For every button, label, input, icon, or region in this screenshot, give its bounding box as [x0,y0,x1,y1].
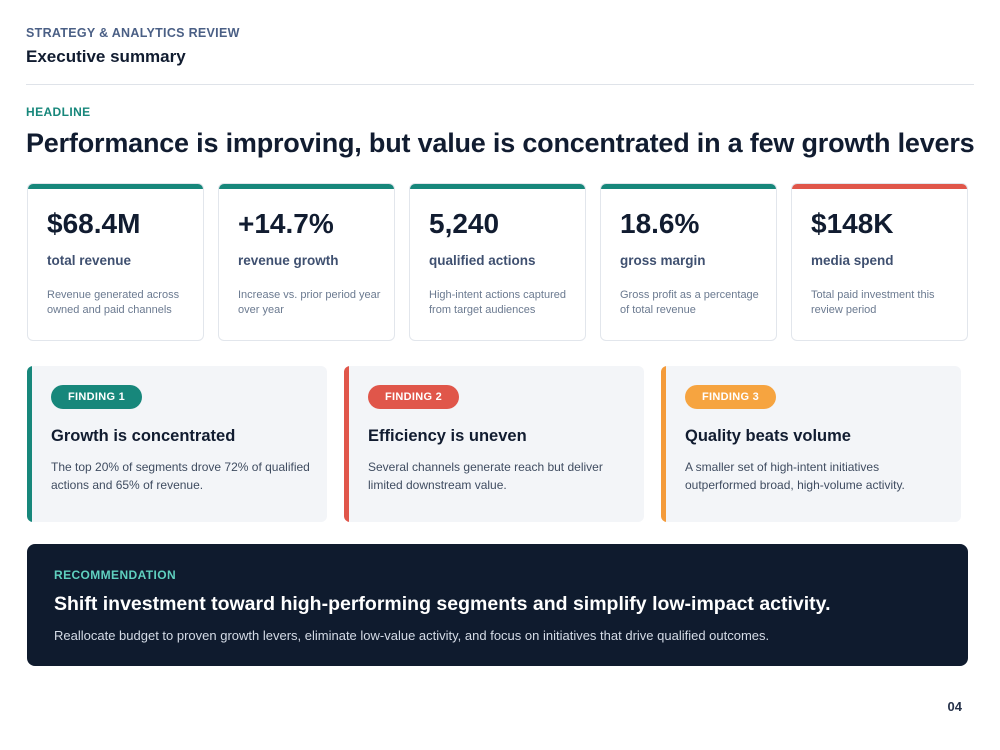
finding-card-1: FINDING 1 Growth is concentrated The top… [27,366,327,522]
findings-row: FINDING 1 Growth is concentrated The top… [27,366,970,522]
report-eyebrow: STRATEGY & ANALYTICS REVIEW [26,26,240,40]
finding-body: A smaller set of high-intent initiatives… [685,460,905,492]
kpi-description: Revenue generated across owned and paid … [47,289,180,316]
kpi-label: total revenue [47,253,132,268]
kpi-card-qualified-actions: 5,240 qualified actions High-intent acti… [409,183,586,341]
finding-title: Growth is concentrated [51,427,236,445]
kpi-value: $68.4M [47,208,141,239]
finding-title: Quality beats volume [685,427,851,445]
finding-accent-stripe [344,366,349,522]
kpi-accent-bar [219,184,394,189]
finding-accent-stripe [661,366,666,522]
kpi-description: High-intent actions captured from target… [429,289,566,316]
kpi-value: 18.6% [620,208,700,239]
headline-label: HEADLINE [26,105,91,119]
finding-card-3: FINDING 3 Quality beats volume A smaller… [661,366,961,522]
recommendation-title: Shift investment toward high-performing … [54,593,831,615]
kpi-label: revenue growth [238,253,339,268]
section-subtitle: Executive summary [26,47,186,66]
recommendation-panel: RECOMMENDATION Shift investment toward h… [27,544,968,666]
finding-tag: FINDING 2 [368,385,460,409]
headline-text: Performance is improving, but value is c… [26,128,975,158]
finding-title: Efficiency is uneven [368,427,527,445]
page-number: 04 [947,699,962,714]
finding-tag: FINDING 1 [51,385,143,409]
finding-tag: FINDING 3 [685,385,777,409]
kpi-accent-bar [601,184,776,189]
recommendation-label: RECOMMENDATION [54,568,177,582]
finding-body: The top 20% of segments drove 72% of qua… [51,460,310,492]
kpi-value: +14.7% [238,208,334,239]
recommendation-body: Reallocate budget to proven growth lever… [54,628,770,643]
kpi-label: media spend [811,253,894,268]
header-divider [26,84,974,85]
kpi-card-gross-margin: 18.6% gross margin Gross profit as a per… [600,183,777,341]
kpi-label: gross margin [620,253,706,268]
kpi-accent-bar [792,184,967,189]
finding-card-2: FINDING 2 Efficiency is uneven Several c… [344,366,644,522]
kpi-accent-bar [410,184,585,189]
kpi-accent-bar [28,184,203,189]
kpi-description: Total paid investment this review period [811,289,935,316]
kpi-card-revenue-growth: +14.7% revenue growth Increase vs. prior… [218,183,395,341]
finding-accent-stripe [27,366,32,522]
kpi-description: Gross profit as a percentage of total re… [620,289,759,316]
kpi-row: $68.4M total revenue Revenue generated a… [27,183,970,341]
kpi-value: $148K [811,208,894,239]
kpi-description: Increase vs. prior period year over year [238,289,381,316]
kpi-label: qualified actions [429,253,536,268]
finding-body: Several channels generate reach but deli… [368,460,603,492]
kpi-value: 5,240 [429,208,500,239]
kpi-card-total-revenue: $68.4M total revenue Revenue generated a… [27,183,204,341]
kpi-card-media-spend: $148K media spend Total paid investment … [791,183,968,341]
